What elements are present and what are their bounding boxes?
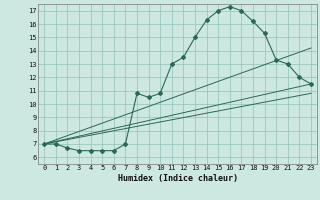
X-axis label: Humidex (Indice chaleur): Humidex (Indice chaleur) [118, 174, 238, 183]
